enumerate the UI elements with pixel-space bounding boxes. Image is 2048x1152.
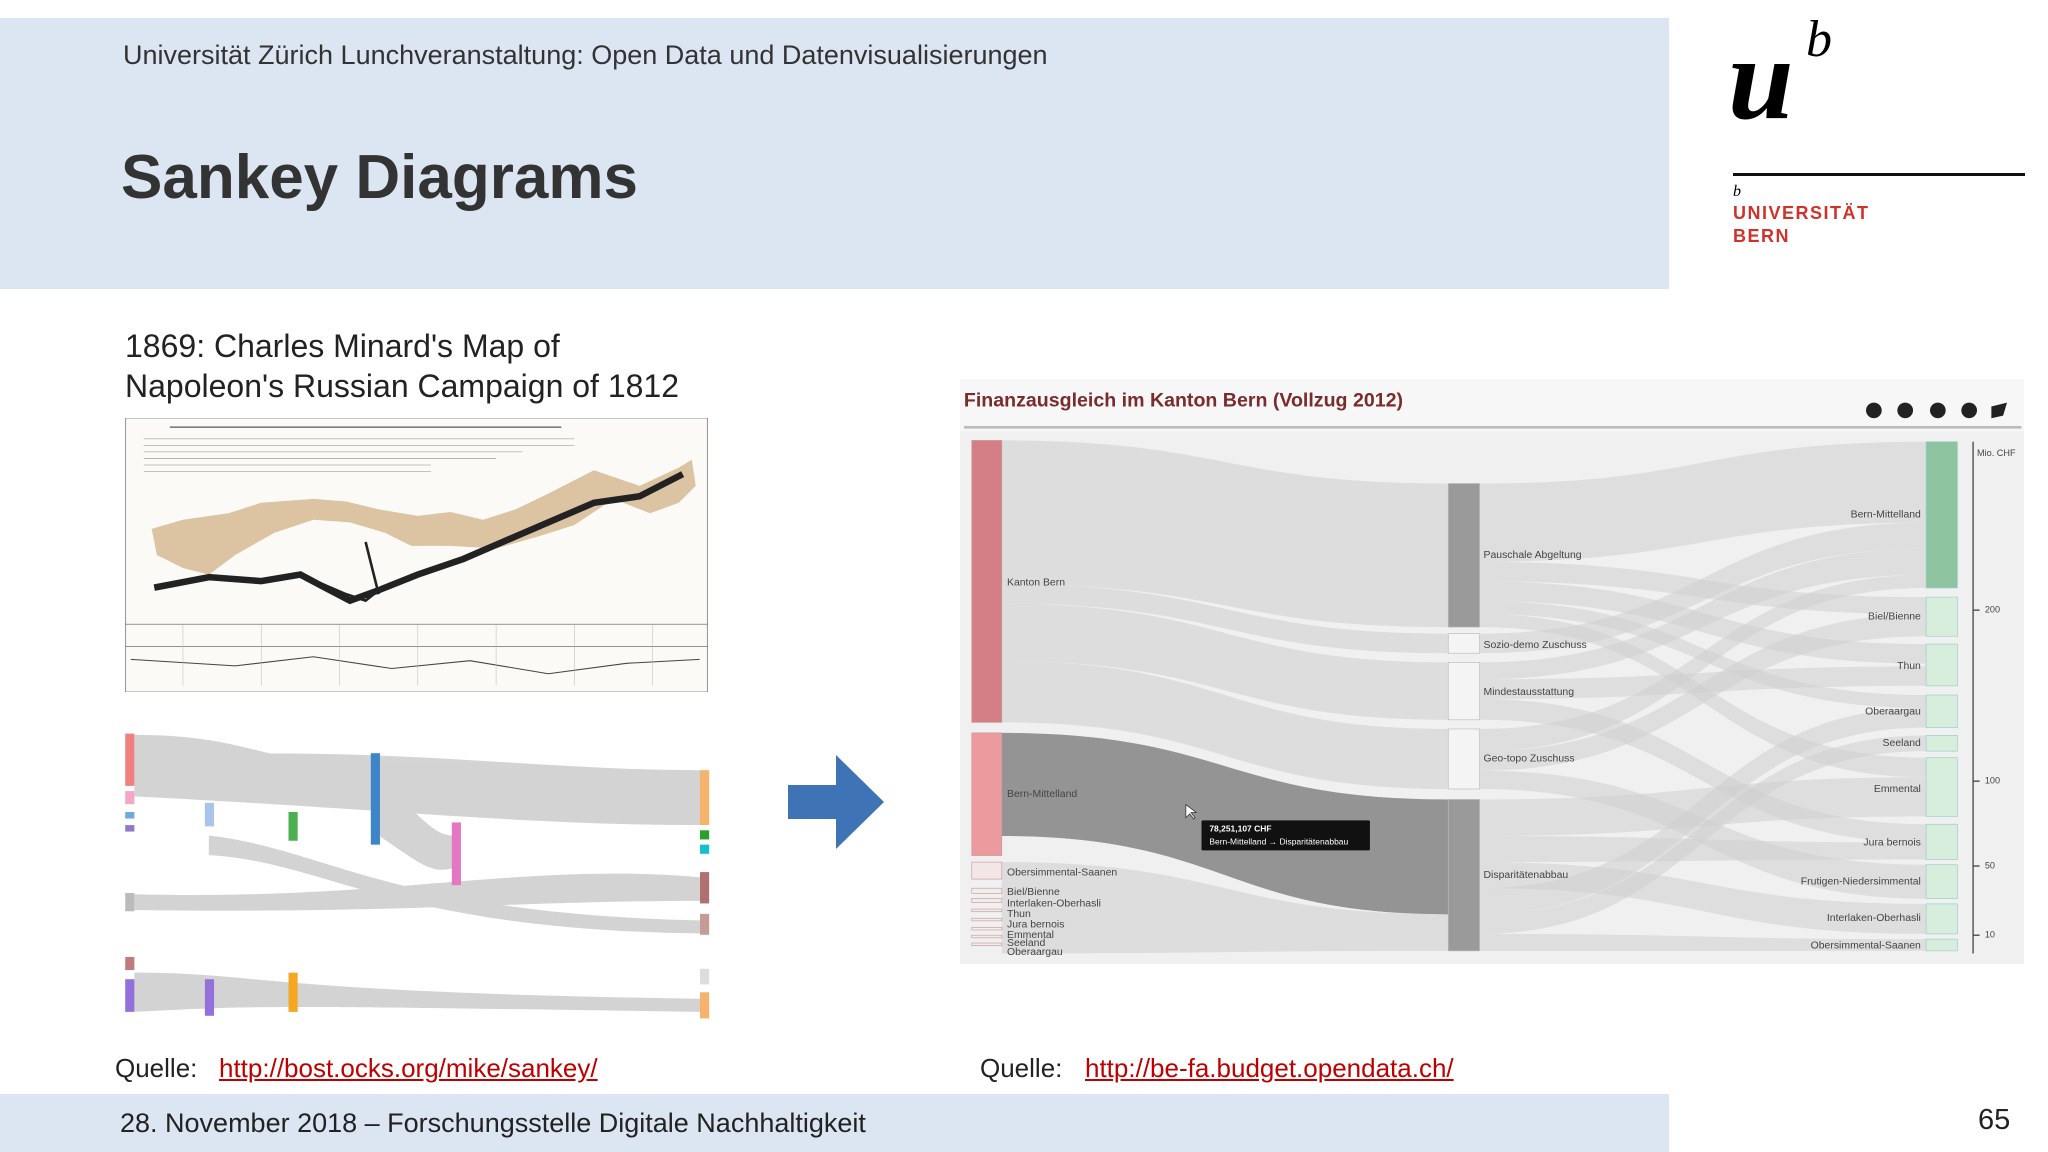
source-node (971, 898, 1003, 903)
middle-node (1447, 633, 1480, 654)
node-label: Geo-topo Zuschuss (1484, 754, 1575, 765)
target-node (1925, 757, 1958, 817)
node-label: Jura bernois (1007, 920, 1064, 931)
flow (1479, 933, 1927, 951)
tooltip (1201, 820, 1370, 851)
source-node (971, 440, 1003, 723)
node-label: Sozio-demo Zuschuss (1484, 640, 1587, 651)
source-node (971, 927, 1003, 931)
target-node (1925, 938, 1958, 952)
flow (1479, 548, 1927, 680)
node-label: Pauschale Abgeltung (1484, 550, 1582, 561)
axis-unit: Mio. CHF (1977, 448, 2016, 458)
source-link[interactable]: http://be-fa.budget.opendata.ch/ (1085, 1053, 1454, 1083)
target-node (1925, 735, 1958, 752)
target-node (1925, 823, 1958, 860)
header-band (0, 18, 1669, 289)
node-label: Jura bernois (1863, 837, 1920, 848)
middle-node (1447, 662, 1480, 721)
axis-tick-label: 10 (1985, 930, 1995, 940)
source-node (971, 887, 1003, 894)
flow (1479, 698, 1927, 843)
node-label: Oberaargau (1865, 707, 1921, 718)
flow (1001, 440, 1449, 628)
node-label: Bern-Mittelland (1007, 789, 1077, 800)
node-label: Thun (1897, 661, 1921, 672)
slide-subtitle: Universität Zürich Lunchveranstaltung: O… (123, 40, 1048, 70)
node-label: Disparitätenabbau (1484, 870, 1569, 881)
logo-b: b (1806, 11, 1832, 68)
flow (1001, 862, 1449, 954)
target-node (1925, 441, 1958, 589)
target-node (1925, 643, 1958, 687)
energy-sankey-image (125, 731, 712, 1038)
node-label: Interlaken-Oberhasli (1827, 913, 1921, 924)
node-label: Biel/Bienne (1868, 611, 1921, 622)
tooltip-value: 78,251,107 CHF (1209, 824, 1271, 834)
target-node (1925, 903, 1958, 935)
flow (1479, 522, 1927, 654)
tooltip-flow: Bern-Mittelland → Disparitätenabbau (1209, 837, 1348, 847)
node-label: Obersimmental-Saanen (1811, 940, 1921, 951)
flow (1479, 614, 1927, 771)
axis-tick-label: 200 (1985, 605, 2000, 615)
flow (1479, 574, 1927, 752)
logo-name: BERN (1733, 226, 1791, 246)
axis-tick-label: 100 (1985, 776, 2000, 786)
source-node (971, 942, 1003, 946)
source-label: Quelle: (980, 1053, 1063, 1083)
middle-node (1447, 483, 1480, 628)
source-node (971, 917, 1003, 922)
logo-small-b: b (1733, 183, 1741, 200)
arrow-right (788, 755, 884, 849)
left-heading: 1869: Charles Minard's Map of (125, 328, 560, 364)
slide-title: Sankey Diagrams (121, 143, 638, 212)
finanzausgleich-chart-image: Finanzausgleich im Kanton Bern (Vollzug … (960, 379, 2024, 964)
node-label: Biel/Bienne (1007, 887, 1060, 898)
flow (1001, 584, 1449, 654)
logo-u: u (1728, 13, 1794, 144)
source-node (971, 934, 1003, 939)
source-node (971, 861, 1003, 880)
node-label: Thun (1007, 909, 1031, 920)
flow (1001, 603, 1449, 720)
flow (1479, 835, 1927, 863)
minard-map-image (125, 418, 708, 692)
node-label: Bern-Mittelland (1851, 510, 1921, 521)
flow (1479, 735, 1927, 934)
node-label: Mindestausstattung (1484, 687, 1575, 698)
footer-text: 28. November 2018 – Forschungsstelle Dig… (120, 1108, 866, 1138)
left-heading: Napoleon's Russian Campaign of 1812 (125, 368, 680, 404)
cursor (1185, 803, 1198, 820)
logo-name: UNIVERSITÄT (1733, 203, 1870, 223)
node-label: Kanton Bern (1007, 577, 1065, 588)
logo-rule (1733, 173, 2025, 176)
flow (1479, 441, 1927, 562)
source-node (971, 732, 1003, 856)
chart-title: Finanzausgleich im Kanton Bern (Vollzug … (964, 389, 1403, 411)
target-node (1925, 596, 1958, 637)
node-label: Emmental (1874, 784, 1921, 795)
node-label: Seeland (1883, 738, 1922, 749)
source-node (971, 908, 1003, 913)
source-label: Quelle: (115, 1053, 198, 1083)
node-label: Emmental (1007, 930, 1054, 941)
middle-node (1447, 799, 1480, 952)
node-label: Frutigen-Niedersimmental (1801, 876, 1921, 887)
footer-band (0, 1094, 1669, 1152)
node-label: Seeland (1007, 938, 1046, 949)
flow (1479, 708, 1927, 915)
node-label: Oberaargau (1007, 947, 1063, 958)
axis-tick-label: 50 (1985, 860, 1995, 870)
page-number: 65 (1978, 1104, 2011, 1136)
node-label: Interlaken-Oberhasli (1007, 899, 1101, 910)
middle-node (1447, 728, 1480, 790)
flow (1001, 661, 1449, 789)
node-label: Obersimmental-Saanen (1007, 867, 1117, 878)
target-node (1925, 694, 1958, 728)
target-node (1925, 864, 1958, 899)
source-link[interactable]: http://bost.ocks.org/mike/sankey/ (219, 1053, 598, 1083)
